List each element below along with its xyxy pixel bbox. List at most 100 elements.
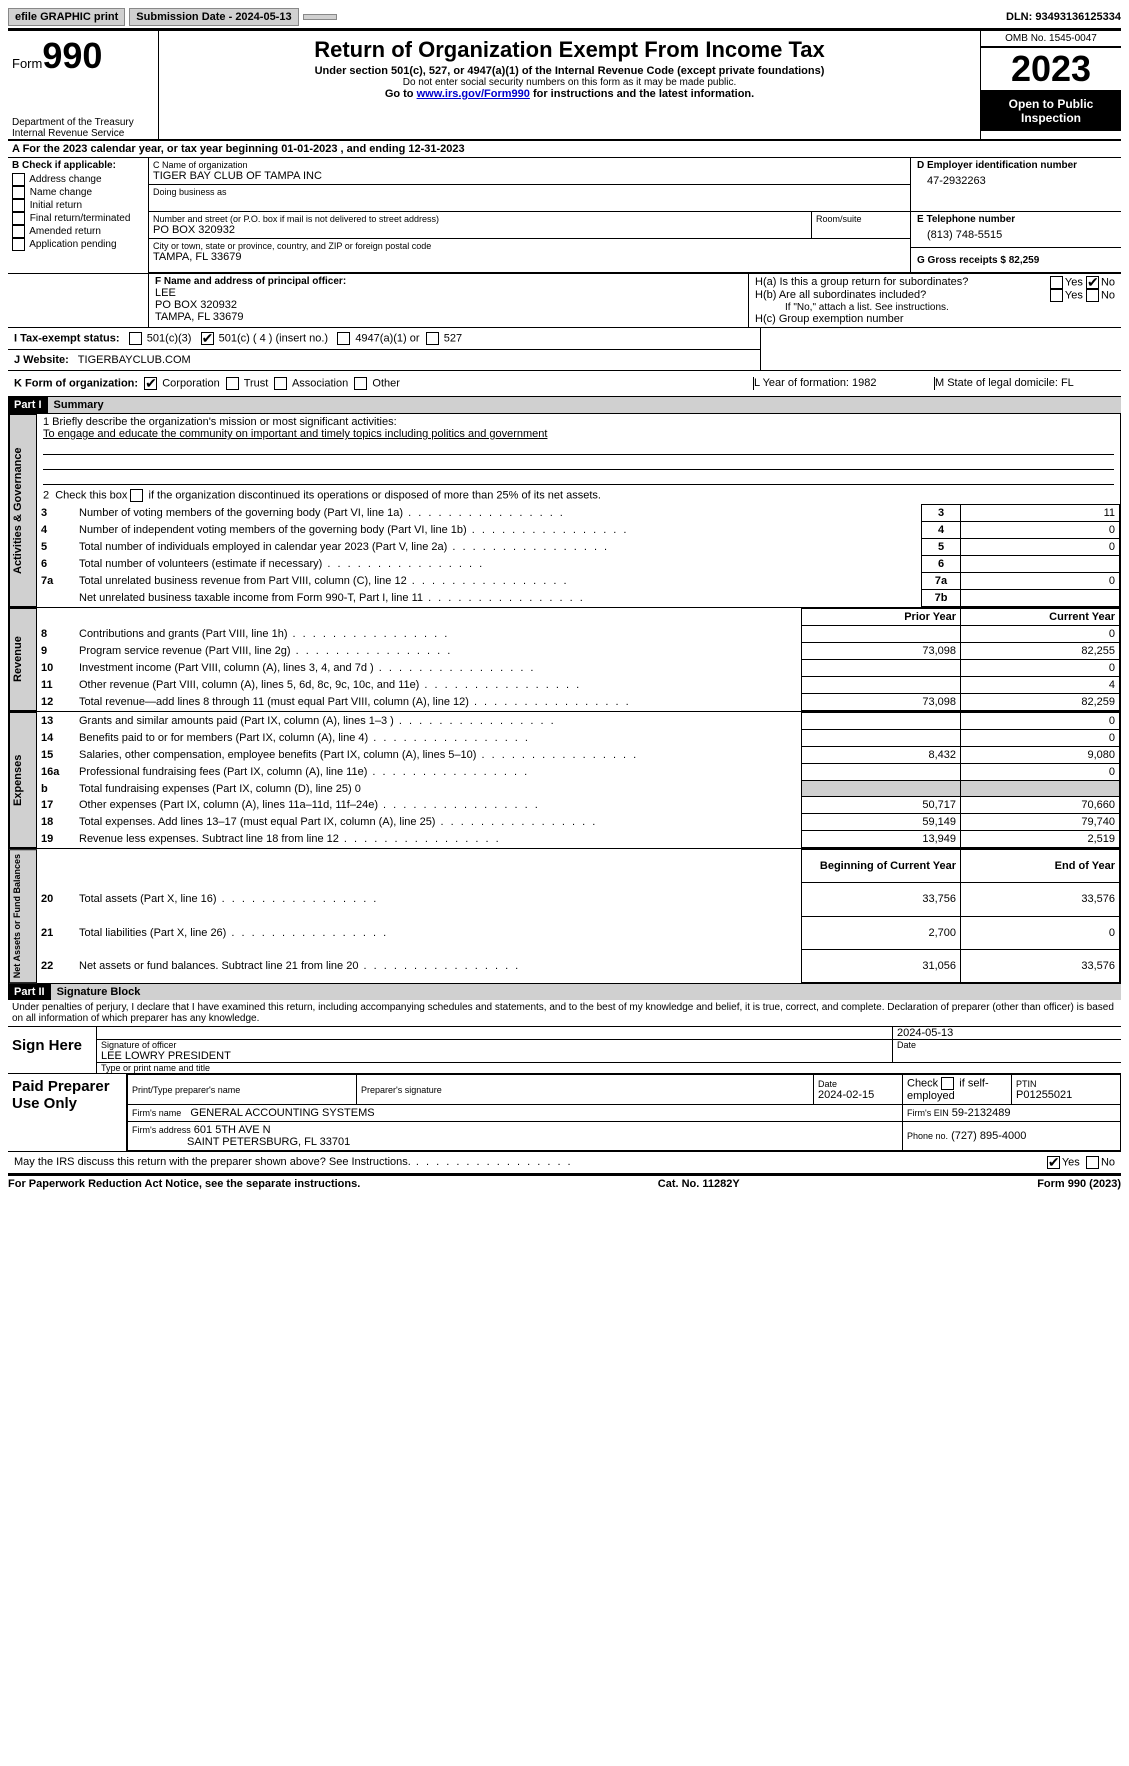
form-org-label: K Form of organization: <box>14 377 138 389</box>
officer-l3: TAMPA, FL 33679 <box>155 311 742 323</box>
addr: PO BOX 320932 <box>153 224 807 236</box>
hb-yes[interactable] <box>1050 289 1063 302</box>
omb: OMB No. 1545-0047 <box>981 31 1121 47</box>
part-ii-header: Part II Signature Block <box>8 984 1121 1000</box>
rev-table: Prior YearCurrent Year8Contributions and… <box>37 608 1120 711</box>
hb-note: If "No," attach a list. See instructions… <box>755 302 1115 313</box>
l1-label: 1 Briefly describe the organization's mi… <box>43 416 1114 428</box>
room-label: Room/suite <box>816 214 906 224</box>
form-title: Return of Organization Exempt From Incom… <box>167 37 972 63</box>
irs-link[interactable]: www.irs.gov/Form990 <box>417 88 530 100</box>
l1-val: To engage and educate the community on i… <box>43 428 1114 440</box>
b-opt-check[interactable] <box>12 238 25 251</box>
hb-no[interactable] <box>1086 289 1099 302</box>
officer-l2: PO BOX 320932 <box>155 299 742 311</box>
declaration: Under penalties of perjury, I declare th… <box>8 1000 1121 1027</box>
ha-yes[interactable] <box>1050 276 1063 289</box>
trust-check[interactable] <box>226 377 239 390</box>
footer-left: For Paperwork Reduction Act Notice, see … <box>8 1178 360 1190</box>
section-a: A For the 2023 calendar year, or tax yea… <box>8 141 1121 158</box>
status-website-block: I Tax-exempt status: 501(c)(3) 501(c) ( … <box>8 328 1121 371</box>
org-form-block: K Form of organization: Corporation Trus… <box>8 371 1121 397</box>
l2: 2 Check this box <box>43 489 130 501</box>
prep-sig-label: Preparer's signature <box>361 1085 809 1095</box>
4947-check[interactable] <box>337 332 350 345</box>
b-opt-check[interactable] <box>12 199 25 212</box>
dln: DLN: 93493136125334 <box>1006 11 1121 23</box>
form-header: Form990 Department of the Treasury Inter… <box>8 31 1121 141</box>
501c-check[interactable] <box>201 332 214 345</box>
501c3-check[interactable] <box>129 332 142 345</box>
part-ii-num: Part II <box>8 984 51 1000</box>
submission-date: Submission Date - 2024-05-13 <box>129 8 298 26</box>
assoc-check[interactable] <box>274 377 287 390</box>
gov-table: 3Number of voting members of the governi… <box>37 504 1120 607</box>
corp-check[interactable] <box>144 377 157 390</box>
b-opt-check[interactable] <box>12 186 25 199</box>
tel-label: E Telephone number <box>917 214 1115 225</box>
prep-date: 2024-02-15 <box>818 1089 898 1101</box>
blank-button <box>303 14 337 20</box>
org-name: TIGER BAY CLUB OF TAMPA INC <box>153 170 906 182</box>
ptin-label: PTIN <box>1016 1079 1116 1089</box>
footer: For Paperwork Reduction Act Notice, see … <box>8 1174 1121 1190</box>
prep-name-label: Print/Type preparer's name <box>132 1085 352 1095</box>
firm-addr2: SAINT PETERSBURG, FL 33701 <box>187 1136 350 1148</box>
top-bar: efile GRAPHIC print Submission Date - 20… <box>8 8 1121 31</box>
l2-check[interactable] <box>130 489 143 502</box>
website: TIGERBAYCLUB.COM <box>78 354 191 366</box>
part-i-title: Summary <box>48 397 1121 413</box>
b-opt-check[interactable] <box>12 225 25 238</box>
part-i-num: Part I <box>8 397 48 413</box>
irs: Internal Revenue Service <box>12 128 152 139</box>
org-name-label: C Name of organization <box>153 160 906 170</box>
dba-label: Doing business as <box>153 187 906 197</box>
527-check[interactable] <box>426 332 439 345</box>
footer-center: Cat. No. 11282Y <box>658 1178 740 1190</box>
officer-name: LEE LOWRY PRESIDENT <box>101 1050 888 1062</box>
section-b-title: B Check if applicable: <box>8 158 148 173</box>
tax-status-label: I Tax-exempt status: <box>14 332 120 344</box>
exp-table: 13Grants and similar amounts paid (Part … <box>37 712 1120 848</box>
subtitle-1: Under section 501(c), 527, or 4947(a)(1)… <box>167 65 972 77</box>
goto-post: for instructions and the latest informat… <box>530 88 754 100</box>
tel: (813) 748-5515 <box>917 225 1115 245</box>
discuss-no[interactable] <box>1086 1156 1099 1169</box>
b-opt-check[interactable] <box>12 212 25 225</box>
ein-label: D Employer identification number <box>917 160 1115 171</box>
officer-l1: LEE <box>155 287 742 299</box>
firm-ein: 59-2132489 <box>952 1107 1011 1119</box>
discuss-row: May the IRS discuss this return with the… <box>8 1152 1121 1174</box>
ein: 47-2932263 <box>917 171 1115 191</box>
sign-here-block: Sign Here 2024-05-13 Signature of office… <box>8 1027 1121 1074</box>
ha-label: H(a) Is this a group return for subordin… <box>755 276 1050 289</box>
ptin: P01255021 <box>1016 1089 1116 1101</box>
discuss-yes[interactable] <box>1047 1156 1060 1169</box>
type-name-label: Type or print name and title <box>97 1062 1121 1073</box>
city-label: City or town, state or province, country… <box>153 241 906 251</box>
part-ii-title: Signature Block <box>51 984 1121 1000</box>
tax-year: 2023 <box>981 47 1121 91</box>
part-i-body: Activities & Governance 1 Briefly descri… <box>8 413 1121 608</box>
part-i-header: Part I Summary <box>8 397 1121 413</box>
sig-date: 2024-05-13 <box>897 1027 953 1039</box>
open-inspection: Open to Public Inspection <box>981 91 1121 131</box>
subtitle-2: Do not enter social security numbers on … <box>167 77 972 88</box>
self-emp-check[interactable] <box>941 1077 954 1090</box>
exp-label: Expenses <box>9 712 37 848</box>
paid-preparer: Paid Preparer Use Only <box>8 1074 126 1151</box>
sig-officer-label: Signature of officer <box>101 1040 888 1050</box>
ha-no[interactable] <box>1086 276 1099 289</box>
date-label: Date <box>897 1040 1117 1050</box>
net-label: Net Assets or Fund Balances <box>9 849 37 983</box>
efile-button[interactable]: efile GRAPHIC print <box>8 8 125 26</box>
b-opt-check[interactable] <box>12 173 25 186</box>
other-check[interactable] <box>354 377 367 390</box>
year-formation: L Year of formation: 1982 <box>753 377 934 390</box>
gov-label: Activities & Governance <box>9 414 37 607</box>
net-table: Beginning of Current YearEnd of Year20To… <box>37 849 1120 983</box>
officer-label: F Name and address of principal officer: <box>155 276 742 287</box>
website-label: J Website: <box>14 354 69 366</box>
officer-group-block: F Name and address of principal officer:… <box>8 273 1121 328</box>
sign-here: Sign Here <box>8 1027 96 1073</box>
